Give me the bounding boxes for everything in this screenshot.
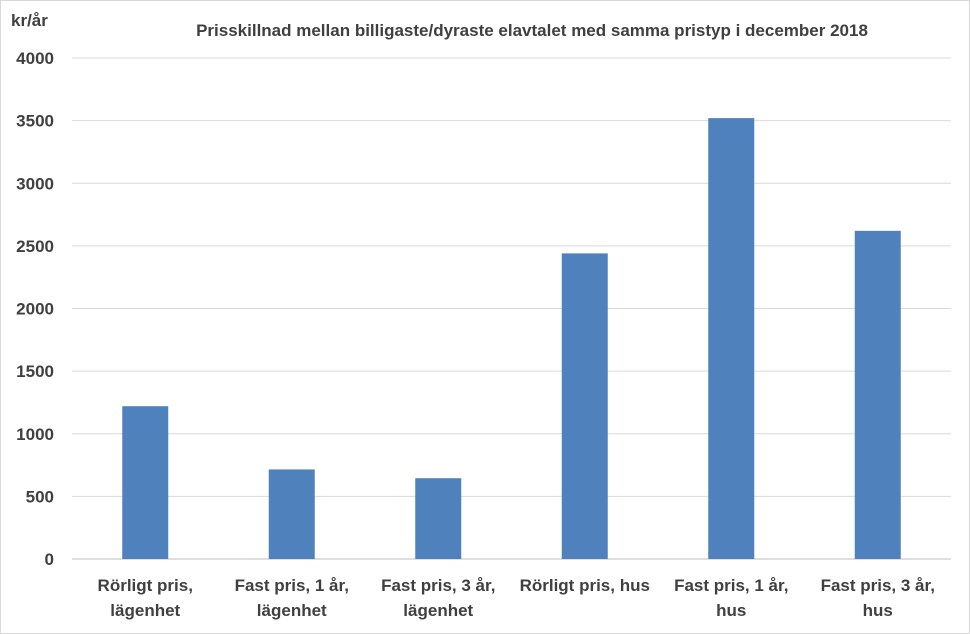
x-tick-label: Fast pris, 1 år, hus	[674, 576, 788, 620]
x-tick-label-line: Fast pris, 3 år,	[821, 576, 935, 595]
x-tick-label-line: hus	[863, 601, 893, 620]
x-tick-label: Rörligt pris, hus	[520, 576, 650, 595]
bar	[268, 469, 315, 559]
bar	[122, 406, 169, 559]
x-tick-label: Fast pris, 1 år, lägenhet	[235, 576, 349, 620]
y-tick-label: 4000	[16, 49, 54, 68]
x-tick-label: Fast pris, 3 år, lägenhet	[381, 576, 495, 620]
gridlines	[72, 57, 951, 560]
x-tick-label-line: lägenhet	[257, 601, 327, 620]
x-tick-label-line: lägenhet	[110, 601, 180, 620]
bar	[708, 118, 755, 560]
bar	[415, 478, 462, 559]
y-tick-label: 2000	[16, 300, 54, 319]
chart-title: Prisskillnad mellan billigaste/dyraste e…	[196, 21, 868, 40]
y-tick-label: 1000	[16, 425, 54, 444]
x-tick-label-line: Rörligt pris,	[98, 576, 193, 595]
x-tick-label: Fast pris, 3 år, hus	[821, 576, 935, 620]
y-tick-label: 500	[26, 487, 54, 506]
bars	[122, 118, 901, 560]
bar	[561, 253, 608, 559]
y-tick-label: 3500	[16, 112, 54, 131]
x-tick-label-line: Fast pris, 1 år,	[674, 576, 788, 595]
x-tick-label-line: Fast pris, 3 år,	[381, 576, 495, 595]
x-axis-tick-labels: Rörligt pris, lägenhet Fast pris, 1 år, läg…	[98, 576, 935, 620]
y-tick-label: 2500	[16, 237, 54, 256]
bar	[854, 230, 901, 559]
y-tick-label: 1500	[16, 362, 54, 381]
y-axis-tick-labels: 0 500 1000 1500 2000 2500 3000 3500 4000	[16, 49, 54, 569]
x-tick-label-line: lägenhet	[403, 601, 473, 620]
y-axis-label: kr/år	[11, 11, 48, 30]
x-tick-label: Rörligt pris, lägenhet	[98, 576, 193, 620]
x-tick-label-line: Rörligt pris, hus	[520, 576, 650, 595]
y-tick-label: 3000	[16, 174, 54, 193]
y-tick-label: 0	[45, 550, 54, 569]
x-tick-label-line: Fast pris, 1 år,	[235, 576, 349, 595]
x-tick-label-line: hus	[716, 601, 746, 620]
